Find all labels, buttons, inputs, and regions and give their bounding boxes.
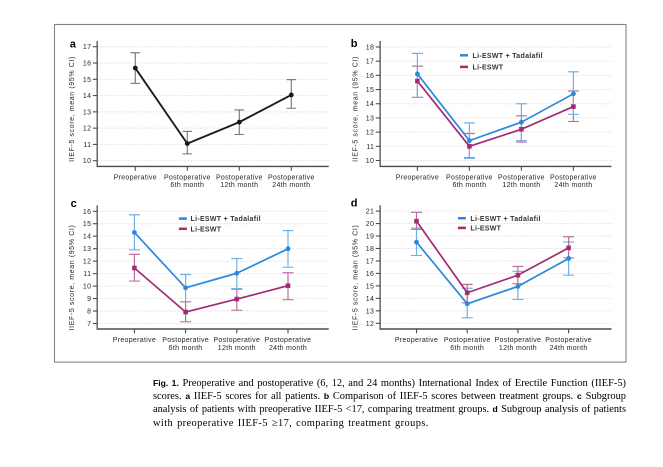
svg-text:Li-ESWT: Li-ESWT	[191, 226, 222, 233]
svg-text:Preoperative: Preoperative	[114, 174, 157, 181]
svg-text:Li-ESWT: Li-ESWT	[470, 226, 501, 233]
svg-text:14: 14	[366, 296, 375, 303]
svg-text:Postoperative: Postoperative	[498, 174, 545, 181]
svg-text:Postoperative: Postoperative	[164, 174, 211, 181]
svg-text:15: 15	[83, 221, 92, 228]
svg-text:24th month: 24th month	[272, 182, 310, 189]
svg-text:12th month: 12th month	[218, 345, 256, 352]
svg-text:Postoperative: Postoperative	[268, 174, 315, 181]
svg-text:11: 11	[83, 271, 91, 278]
svg-text:Postoperative: Postoperative	[213, 337, 260, 344]
svg-text:Postoperative: Postoperative	[446, 174, 493, 181]
svg-text:12th month: 12th month	[220, 182, 258, 189]
svg-text:IIEF-5 score, mean (95% CI): IIEF-5 score, mean (95% CI)	[352, 225, 359, 331]
svg-text:Li-ESWT + Tadalafil: Li-ESWT + Tadalafil	[473, 53, 543, 60]
svg-text:19: 19	[366, 234, 375, 241]
svg-text:12: 12	[83, 126, 92, 133]
svg-text:13: 13	[366, 308, 375, 315]
svg-text:Postoperative: Postoperative	[444, 337, 491, 344]
svg-text:Postoperative: Postoperative	[162, 337, 209, 344]
svg-text:6th month: 6th month	[452, 182, 486, 189]
svg-text:12th month: 12th month	[502, 182, 540, 189]
svg-text:6th month: 6th month	[169, 345, 203, 352]
svg-text:13: 13	[83, 246, 92, 253]
svg-text:16: 16	[83, 209, 92, 216]
svg-text:24th month: 24th month	[550, 345, 588, 352]
svg-text:17: 17	[83, 44, 92, 51]
svg-text:c: c	[71, 198, 77, 210]
svg-text:Li-ESWT + Tadalafil: Li-ESWT + Tadalafil	[191, 216, 261, 223]
svg-text:Postoperative: Postoperative	[495, 337, 542, 344]
svg-text:8: 8	[87, 309, 91, 316]
svg-text:b: b	[351, 38, 358, 50]
svg-text:Preoperative: Preoperative	[113, 337, 156, 344]
svg-text:6th month: 6th month	[450, 345, 484, 352]
svg-text:12: 12	[366, 321, 375, 328]
svg-text:Postoperative: Postoperative	[550, 174, 597, 181]
svg-text:24th month: 24th month	[554, 182, 592, 189]
svg-text:18: 18	[366, 44, 375, 51]
svg-text:IIEF-5 score, mean (95% CI): IIEF-5 score, mean (95% CI)	[352, 56, 359, 162]
svg-text:21: 21	[366, 209, 375, 216]
svg-text:9: 9	[87, 296, 91, 303]
svg-text:Postoperative: Postoperative	[545, 337, 592, 344]
svg-text:Preoperative: Preoperative	[395, 337, 438, 344]
svg-text:Li-ESWT + Tadalafil: Li-ESWT + Tadalafil	[470, 216, 540, 223]
svg-text:11: 11	[83, 142, 91, 149]
svg-text:12: 12	[83, 259, 92, 266]
svg-text:6th month: 6th month	[170, 182, 204, 189]
svg-text:13: 13	[366, 115, 375, 122]
svg-text:IIEF-5 score, mean (95% CI): IIEF-5 score, mean (95% CI)	[69, 225, 76, 331]
svg-text:Preoperative: Preoperative	[396, 174, 439, 181]
svg-text:17: 17	[366, 258, 375, 265]
svg-text:16: 16	[366, 73, 375, 80]
svg-text:15: 15	[366, 87, 375, 94]
svg-text:10: 10	[366, 158, 375, 165]
svg-text:14: 14	[83, 234, 92, 241]
svg-text:12: 12	[366, 130, 375, 137]
svg-text:20: 20	[366, 221, 375, 228]
svg-text:7: 7	[87, 321, 91, 328]
svg-text:16: 16	[366, 271, 375, 278]
svg-text:Postoperative: Postoperative	[265, 337, 312, 344]
svg-text:24th month: 24th month	[269, 345, 307, 352]
svg-text:Postoperative: Postoperative	[216, 174, 263, 181]
svg-text:11: 11	[366, 144, 374, 151]
svg-text:14: 14	[83, 93, 92, 100]
svg-text:Li-ESWT: Li-ESWT	[473, 65, 504, 72]
svg-text:18: 18	[366, 246, 375, 253]
svg-text:14: 14	[366, 101, 375, 108]
svg-text:12th month: 12th month	[499, 345, 537, 352]
svg-text:10: 10	[83, 158, 92, 165]
svg-text:IIEF-5 score, mean (95% CI): IIEF-5 score, mean (95% CI)	[69, 56, 76, 162]
svg-text:15: 15	[366, 283, 375, 290]
svg-text:d: d	[351, 197, 358, 209]
svg-text:17: 17	[366, 59, 375, 66]
svg-text:10: 10	[83, 284, 92, 291]
svg-text:13: 13	[83, 109, 92, 116]
svg-text:a: a	[70, 38, 77, 50]
svg-text:16: 16	[83, 61, 92, 68]
svg-text:15: 15	[83, 77, 92, 84]
